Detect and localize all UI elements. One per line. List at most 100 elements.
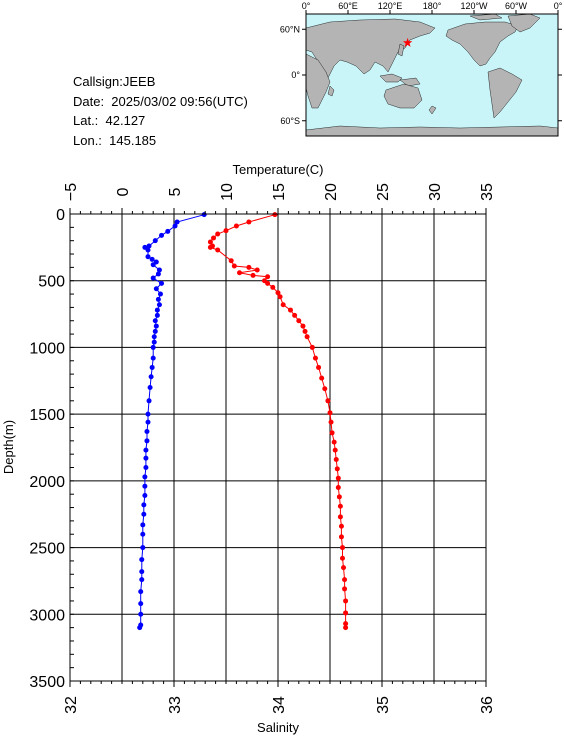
salinity-point xyxy=(211,235,217,241)
salinity-point xyxy=(254,267,260,273)
temperature-point xyxy=(152,328,158,334)
temperature-point xyxy=(150,262,156,268)
map-lon-label: 180° xyxy=(423,1,442,11)
temperature-point xyxy=(142,493,148,499)
salinity-point xyxy=(343,621,349,627)
temperature-point xyxy=(155,296,161,302)
chart-ticks xyxy=(69,208,487,687)
salinity-point xyxy=(327,410,333,416)
map-lon-label: 60°E xyxy=(338,1,358,11)
temperature-tick-label: −5 xyxy=(63,183,80,201)
map-lon-label: 120°W xyxy=(460,1,488,11)
depth-tick-label: 3500 xyxy=(29,674,65,691)
salinity-point xyxy=(343,610,349,616)
temperature-point xyxy=(137,625,143,631)
temperature-point xyxy=(147,384,153,390)
depth-tick-label: 1000 xyxy=(29,340,65,357)
temperature-point xyxy=(152,318,158,324)
temperature-tick-label: 5 xyxy=(167,187,184,196)
temperature-tick-label: 35 xyxy=(479,183,496,201)
salinity-point xyxy=(233,223,239,229)
temperature-point xyxy=(144,438,150,444)
salinity-point xyxy=(342,586,348,592)
temperature-point xyxy=(144,428,150,434)
salinity-line xyxy=(209,214,347,628)
temperature-point xyxy=(140,545,146,551)
salinity-point xyxy=(287,307,293,313)
temperature-point xyxy=(143,455,149,461)
temperature-axis-label: Temperature(C) xyxy=(232,162,323,177)
salinity-point xyxy=(246,219,252,225)
salinity-point xyxy=(302,328,308,334)
temperature-point xyxy=(152,238,158,244)
salinity-point xyxy=(275,290,281,296)
map-lon-label: 0° xyxy=(302,1,311,11)
salinity-point xyxy=(228,258,234,264)
temperature-point xyxy=(150,275,156,281)
salinity-point xyxy=(325,398,331,404)
chart-labels: 0 500 1000 1500 2000 2500 3000 3500 −5 0 5 10 15 20 25… xyxy=(29,183,496,714)
salinity-point xyxy=(265,280,271,286)
temperature-point xyxy=(149,256,155,262)
salinity-point xyxy=(335,485,341,491)
temperature-point xyxy=(145,254,151,260)
salinity-point xyxy=(337,514,343,520)
temperature-point xyxy=(142,474,148,480)
chart-grid xyxy=(69,213,487,682)
salinity-point xyxy=(339,555,345,561)
map-lon-label: 0° xyxy=(554,1,563,11)
salinity-point xyxy=(312,355,318,361)
salinity-point xyxy=(277,294,283,300)
temperature-point xyxy=(172,223,178,229)
map-labels: 0° 60°E 120°E 180° 120°W 60°W 0° 60°N 0° 60°S xyxy=(280,1,563,126)
temperature-point xyxy=(150,355,156,361)
salinity-point xyxy=(329,430,335,436)
temperature-point xyxy=(145,411,151,417)
salinity-point xyxy=(319,375,325,381)
depth-tick-label: 2500 xyxy=(29,541,65,558)
salinity-point xyxy=(338,534,344,540)
map-lon-label: 60°W xyxy=(505,1,528,11)
salinity-point xyxy=(316,364,322,370)
salinity-point xyxy=(265,274,271,280)
depth-tick-label: 3000 xyxy=(29,607,65,624)
salinity-point xyxy=(336,494,342,500)
salinity-point xyxy=(333,457,339,463)
temperature-point xyxy=(140,531,146,537)
map-lat-label: 60°N xyxy=(280,24,300,34)
salinity-tick-label: 32 xyxy=(63,696,80,714)
temperature-point xyxy=(139,557,145,563)
temperature-point xyxy=(138,601,144,607)
temperature-point xyxy=(138,611,144,617)
salinity-point xyxy=(280,302,286,308)
world-map: 0° 60°E 120°E 180° 120°W 60°W 0° 60°N 0° 60°S xyxy=(280,1,563,137)
salinity-point xyxy=(246,264,252,270)
temperature-point xyxy=(165,228,171,234)
temperature-tick-label: 10 xyxy=(219,183,236,201)
salinity-point xyxy=(322,386,328,392)
temperature-tick-label: 20 xyxy=(323,183,340,201)
salinity-point xyxy=(300,323,306,329)
temperature-point xyxy=(159,280,165,286)
temperature-point xyxy=(143,465,149,471)
salinity-point xyxy=(223,228,229,234)
salinity-point xyxy=(334,466,340,472)
depth-axis-label: Depth(m) xyxy=(1,420,16,474)
temperature-point xyxy=(153,286,159,292)
salinity-tick-label: 35 xyxy=(375,696,392,714)
temperature-point xyxy=(142,483,148,489)
chart-series xyxy=(137,212,349,631)
salinity-point xyxy=(292,312,298,318)
salinity-point xyxy=(304,334,310,340)
temperature-point xyxy=(151,339,157,345)
temperature-point xyxy=(146,398,152,404)
temperature-point xyxy=(157,291,163,297)
salinity-tick-label: 33 xyxy=(167,696,184,714)
temperature-tick-label: 30 xyxy=(427,183,444,201)
temperature-point xyxy=(138,589,144,595)
depth-tick-label: 1500 xyxy=(29,407,65,424)
map-lat-label: 0° xyxy=(291,70,300,80)
salinity-point xyxy=(270,284,276,290)
map-land xyxy=(305,13,559,137)
